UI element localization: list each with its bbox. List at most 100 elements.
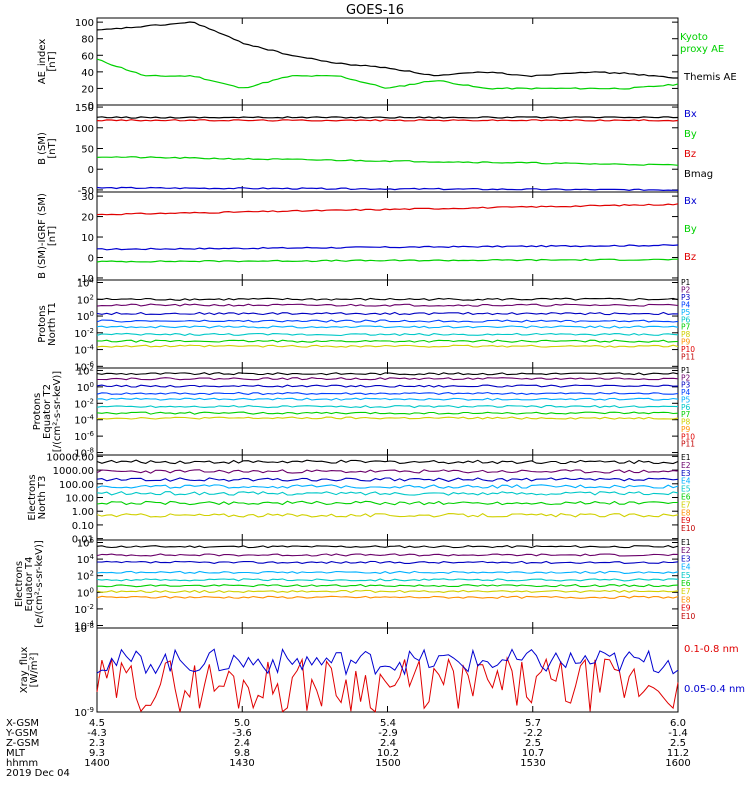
legend-bz: Bz (684, 252, 696, 263)
legend-p8: P8 (681, 418, 691, 427)
footer-value: 6.0 (670, 718, 686, 729)
y-tick-label: 1000.00 (53, 466, 94, 477)
y-tick-label: 104 (77, 277, 95, 290)
y-tick-label: 100 (75, 18, 94, 29)
series-line-bmag (96, 116, 679, 119)
footer-value: 1500 (375, 758, 400, 769)
footer-value: 1430 (229, 758, 254, 769)
y-tick-label: 10-8 (74, 447, 94, 460)
series-line-e7 (96, 589, 679, 594)
legend-p7: P7 (681, 323, 691, 332)
footer-value: 10.7 (522, 748, 544, 759)
footer-label-hhmm: hhmm (6, 758, 38, 769)
y-axis-label: Electrons (14, 561, 25, 607)
footer-label-mlt: MLT (6, 748, 26, 759)
y-tick-label: 102 (77, 293, 94, 306)
footer-value: 2.5 (525, 738, 541, 749)
legend-e3: E3 (681, 554, 691, 563)
series-line-p5 (96, 397, 679, 401)
legend-themis: Themis AE (683, 72, 737, 83)
y-axis-label: B (SM)-IGRF (SM) (37, 193, 48, 279)
series-line-p4 (96, 391, 679, 396)
series-line-p2 (97, 377, 679, 381)
footer-value: 5.0 (234, 718, 250, 729)
y-tick-label: 10.00 (65, 494, 94, 505)
panel-frame (96, 454, 679, 541)
y-tick-label: 10-8 (74, 622, 94, 635)
y-tick-label: 10-6 (74, 430, 94, 443)
footer-value: 5.4 (380, 718, 396, 729)
plot-title: GOES-16 (346, 3, 404, 18)
legend-bx: Bx (684, 109, 697, 120)
series-line-bz (96, 119, 679, 122)
y-tick-label: 30 (81, 192, 94, 203)
y-tick-label: 20 (81, 213, 94, 224)
series-line-p3 (96, 384, 679, 388)
series-line-e6 (96, 500, 678, 506)
legend-e6: E6 (681, 493, 691, 502)
y-tick-label: -10 (78, 274, 94, 285)
series-line-0.1-0.8-nm (96, 656, 679, 713)
footer-label-y-gsm: Y-GSM (5, 728, 38, 739)
series-line-e5 (96, 578, 679, 582)
y-tick-label: 100 (75, 124, 94, 135)
legend-e1: E1 (681, 453, 691, 462)
footer-value: 11.2 (667, 748, 689, 759)
series-line-0.05-0.4-nm (96, 647, 679, 677)
legend-p9: P9 (681, 425, 691, 434)
legend-p5: P5 (681, 308, 691, 317)
series-line-by (96, 156, 679, 166)
y-tick-label: 102 (77, 364, 94, 377)
legend-p2: P2 (681, 373, 691, 382)
y-tick-label: 80 (81, 35, 94, 46)
footer-value: 9.8 (234, 748, 250, 759)
legend-e1: E1 (681, 538, 691, 547)
footer-date: 2019 Dec 04 (6, 768, 70, 779)
series-line-p7 (96, 339, 679, 343)
y-tick-label: 60 (81, 51, 94, 62)
footer-value: -2.2 (523, 728, 543, 739)
series-line-p3 (96, 311, 679, 316)
series-line-e1 (96, 459, 679, 465)
y-tick-label: 100 (77, 586, 94, 599)
series-line-e2 (96, 553, 679, 557)
y-tick-label: 0 (88, 101, 94, 112)
y-tick-label: 0.01 (72, 535, 94, 546)
y-tick-label: 10-2 (74, 603, 94, 616)
footer-value: 1530 (520, 758, 545, 769)
panel-frame (96, 367, 679, 456)
y-tick-label: 20 (81, 84, 94, 95)
legend-e2: E2 (681, 461, 691, 470)
y-axis-label: North T1 (47, 302, 58, 346)
y-tick-label: 10 (81, 233, 94, 244)
series-line-e4 (96, 484, 679, 489)
series-line-e6 (97, 584, 679, 588)
y-axis-label: Xray_flux (19, 647, 30, 694)
legend-p6: P6 (681, 403, 691, 412)
series-line-p7 (96, 411, 679, 415)
footer-value: -2.9 (378, 728, 398, 739)
legend-e2: E2 (681, 546, 691, 555)
footer-value: 9.3 (89, 748, 105, 759)
y-axis-label: Electrons (27, 474, 38, 520)
legend-1: proxy AE (680, 44, 724, 55)
legend-p11: P11 (681, 440, 695, 449)
y-tick-label: 10-4 (74, 414, 94, 427)
legend-p5: P5 (681, 395, 691, 404)
legend-e3: E3 (681, 469, 691, 478)
panel-frame (96, 279, 679, 369)
series-line-p1 (96, 372, 679, 376)
footer-value: 2.4 (234, 738, 250, 749)
y-axis-label: AE_index (37, 39, 48, 85)
series-line-p6 (96, 405, 679, 409)
series-line-p4 (96, 319, 679, 323)
panel-frame (96, 17, 679, 106)
panel-frame (96, 539, 679, 629)
series-line-bz (96, 203, 679, 216)
legend-bx: Bx (684, 196, 697, 207)
series-line-bx (96, 244, 679, 251)
series-line-e7 (96, 513, 679, 518)
y-axis-label: B (SM) (37, 132, 48, 165)
